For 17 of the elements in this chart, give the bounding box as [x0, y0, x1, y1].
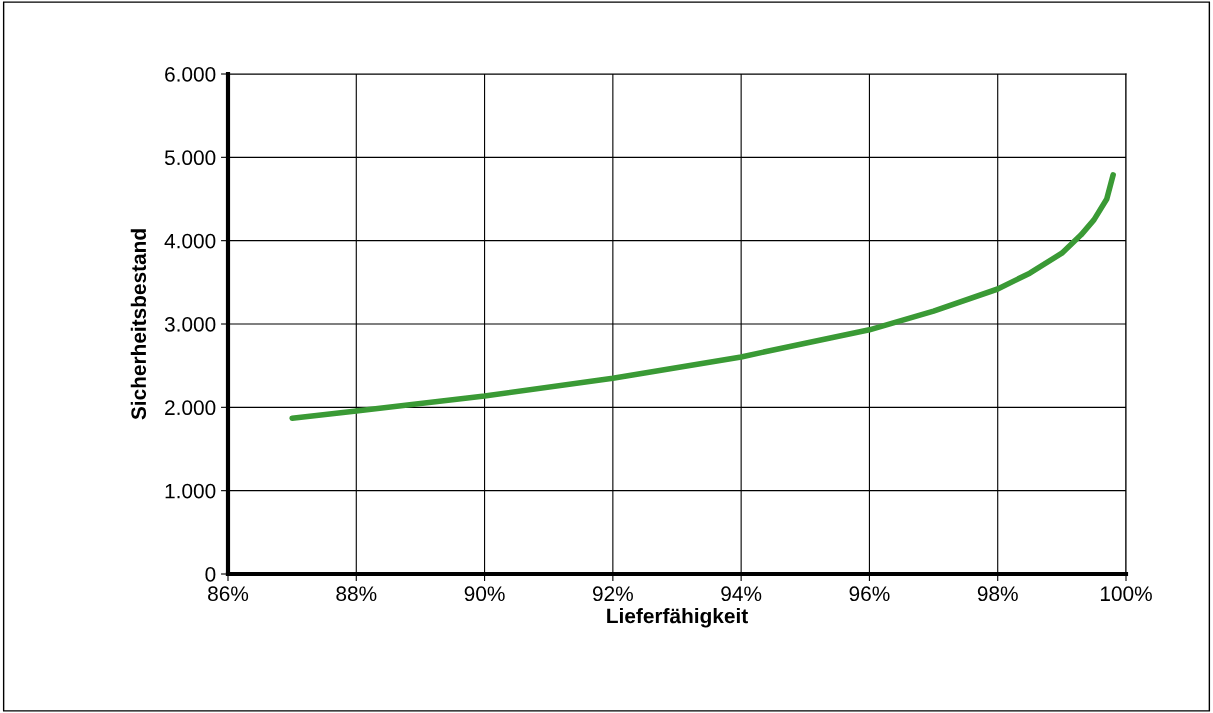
- x-tick-label: 100%: [1100, 586, 1152, 602]
- x-tick-label: 94%: [721, 586, 762, 602]
- y-tick-label: 6.000: [165, 67, 216, 82]
- x-tick-label: 96%: [849, 586, 890, 602]
- y-tick-label: 5.000: [164, 150, 216, 166]
- y-tick-label: 0: [205, 567, 216, 582]
- y-tick-label: 4.000: [164, 233, 216, 249]
- y-axis-title: Sicherheitsbestand: [130, 229, 147, 420]
- y-tick-label: 3.000: [164, 317, 216, 332]
- x-tick-label: 92%: [592, 586, 633, 602]
- x-tick-label: 86%: [208, 586, 249, 602]
- x-axis-title: Lieferfähigkeit: [607, 608, 748, 628]
- y-tick-label: 1.000: [165, 483, 216, 499]
- x-tick-label: 98%: [977, 586, 1018, 602]
- x-tick-label: 88%: [336, 586, 377, 602]
- y-tick-label: 2.000: [165, 400, 216, 416]
- x-tick-label: 90%: [464, 586, 505, 602]
